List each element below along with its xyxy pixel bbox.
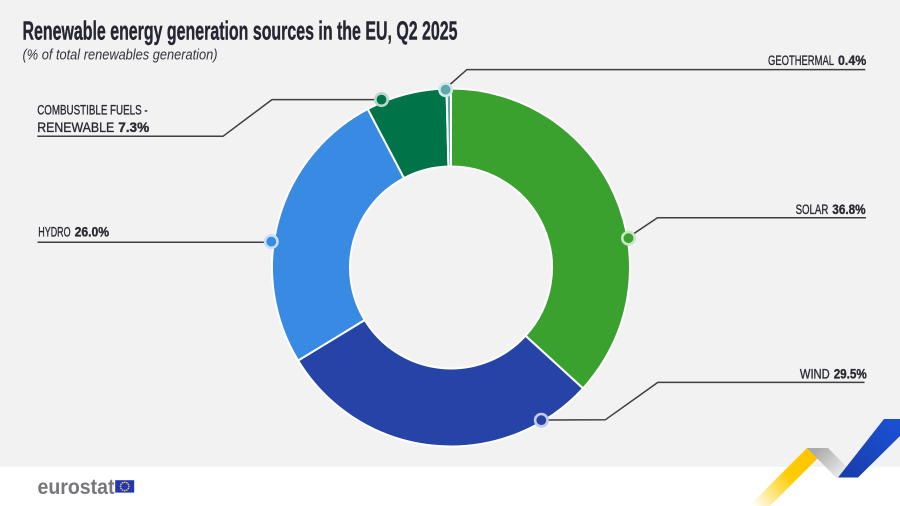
svg-text:0.4%: 0.4% — [838, 53, 867, 69]
svg-text:Renewable energy generation so: Renewable energy generation sources in t… — [23, 16, 458, 46]
svg-text:WIND: WIND — [800, 367, 830, 383]
svg-text:36.8%: 36.8% — [832, 202, 866, 218]
svg-text:SOLAR: SOLAR — [796, 202, 829, 218]
svg-text:26.0%: 26.0% — [75, 225, 110, 241]
svg-text:COMBUSTIBLE FUELS -: COMBUSTIBLE FUELS - — [37, 102, 148, 118]
svg-text:7.3%: 7.3% — [118, 120, 149, 136]
svg-text:GEOTHERMAL: GEOTHERMAL — [768, 53, 834, 69]
svg-text:HYDRO: HYDRO — [38, 225, 70, 241]
svg-text:eurostat: eurostat — [38, 476, 115, 499]
svg-text:RENEWABLE: RENEWABLE — [37, 120, 114, 136]
svg-text:(% of total renewables generat: (% of total renewables generation) — [23, 47, 218, 64]
svg-text:29.5%: 29.5% — [834, 367, 867, 383]
